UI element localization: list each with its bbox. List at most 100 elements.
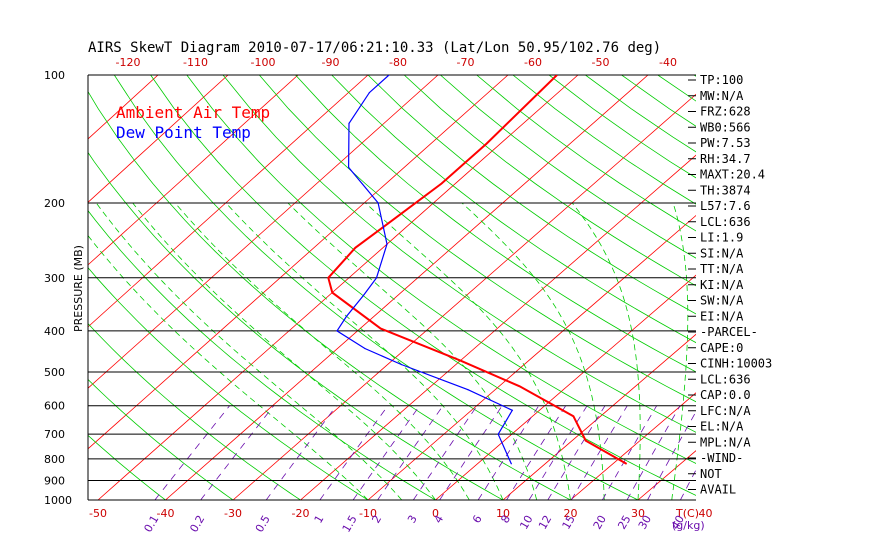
stat-label: SI:N/A xyxy=(700,246,744,260)
dry-adiabat-line xyxy=(803,75,870,500)
mixing-ratio-line xyxy=(647,410,696,500)
top-temp-tick-label: -120 xyxy=(116,56,141,69)
series-point xyxy=(397,215,399,217)
mixing-ratio-line xyxy=(319,405,389,500)
series-point xyxy=(556,75,558,76)
series-point xyxy=(364,347,366,350)
stat-label: CINH:10003 xyxy=(700,357,772,371)
moist-adiabat-line xyxy=(287,202,538,500)
bottom-temp-tick-label: -30 xyxy=(224,507,242,520)
moist-adiabat-line xyxy=(95,202,403,500)
isotherm-line xyxy=(97,75,579,500)
series-layer xyxy=(327,75,628,465)
stat-label: KI:N/A xyxy=(700,278,744,292)
dry-adiabat-line xyxy=(657,75,696,102)
dry-adiabat-line xyxy=(150,75,696,496)
bottom-temp-tick-label: 40 xyxy=(699,507,713,520)
dry-adiabat-line xyxy=(222,75,696,433)
series-point xyxy=(497,433,499,435)
series-point xyxy=(348,122,350,124)
dry-adiabat-line xyxy=(295,75,696,373)
bottom-temp-tick-label: -20 xyxy=(292,507,310,520)
mixing-ratio-tick-label: 1 xyxy=(312,513,327,526)
mixing-ratio-tick-label: 1.5 xyxy=(340,513,360,535)
dry-adiabat-line xyxy=(258,75,696,403)
series-point xyxy=(375,277,378,279)
mixing-ratio-line xyxy=(602,405,658,500)
top-temp-tick-label: -80 xyxy=(389,56,407,69)
mixing-ratio-tick-label: 3 xyxy=(405,513,420,526)
dry-adiabat-line xyxy=(113,75,639,500)
pressure-tick-label: 100 xyxy=(44,69,65,82)
dry-adiabat-line xyxy=(186,75,696,464)
stat-label: CAPE:0 xyxy=(700,341,743,355)
series-point xyxy=(386,243,388,245)
mixing-ratio-line xyxy=(439,405,503,500)
mixing-ratio-line xyxy=(200,405,275,500)
dry-adiabat-line xyxy=(476,75,696,232)
dry-adiabat-line xyxy=(331,75,696,344)
dry-adiabat-line xyxy=(512,75,696,205)
mixing-ratio-tick-label: 6 xyxy=(470,513,485,526)
dry-adiabat-line xyxy=(730,75,870,500)
series-point xyxy=(511,409,513,411)
stat-label: TP:100 xyxy=(700,73,743,87)
series-point xyxy=(388,75,390,76)
isotherm-line xyxy=(773,75,870,500)
dry-adiabat-line xyxy=(88,151,504,500)
stat-label: TH:3874 xyxy=(700,183,751,197)
dry-adiabat-line xyxy=(440,75,696,259)
moist-adiabat-line xyxy=(461,202,605,500)
mixing-ratio-line xyxy=(570,405,628,500)
stat-label: TT:N/A xyxy=(700,262,744,276)
mixing-ratio-tick-label: 15 xyxy=(560,513,578,532)
legend-ambient-air-temp: Ambient Air Temp xyxy=(116,103,270,122)
series-point xyxy=(519,385,521,387)
isotherm-line xyxy=(300,154,696,500)
top-temp-tick-label: -100 xyxy=(251,56,276,69)
pressure-tick-label: 600 xyxy=(44,400,65,413)
bottom-temp-tick-label: -40 xyxy=(157,507,175,520)
top-temp-tick-label: -90 xyxy=(322,56,340,69)
series-point xyxy=(467,389,469,391)
series-point xyxy=(572,415,575,417)
isotherm-line xyxy=(88,75,229,203)
isotherm-line xyxy=(637,450,696,500)
isotherm-line xyxy=(88,75,439,389)
series-point xyxy=(345,315,347,318)
dry-adiabat-line xyxy=(88,266,369,500)
series-point xyxy=(585,440,587,442)
pressure-tick-label: 700 xyxy=(44,428,65,441)
stat-label: MPL:N/A xyxy=(700,435,751,449)
series-point xyxy=(510,463,512,465)
mixing-ratio-tick-label: 0.5 xyxy=(253,513,273,535)
stat-label: MAXT:20.4 xyxy=(700,168,765,182)
y-axis-label: PRESSURE (MB) xyxy=(72,245,85,332)
top-temp-tick-label: -40 xyxy=(659,56,677,69)
dry-adiabat-line xyxy=(88,210,436,500)
series-point xyxy=(348,166,350,168)
bottom-temp-tick-label: 20 xyxy=(564,507,578,520)
mixing-ratio-unit-label: (g/kg) xyxy=(672,519,705,532)
isotherm-line xyxy=(232,93,696,500)
mixing-ratio-tick-label: 40 xyxy=(669,513,687,532)
bottom-temp-tick-label: 0 xyxy=(432,507,439,520)
moist-adiabat-line xyxy=(174,202,470,500)
stat-label: WB0:566 xyxy=(700,120,751,134)
dry-adiabat-line xyxy=(767,75,870,500)
dry-adiabat-line xyxy=(88,323,301,500)
stat-label: LFC:N/A xyxy=(700,404,751,418)
pressure-tick-label: 400 xyxy=(44,325,65,338)
stat-label: -WIND- xyxy=(700,451,743,465)
isotherm-line xyxy=(88,75,299,266)
stat-label: EI:N/A xyxy=(700,309,744,323)
stat-label: LI:1.9 xyxy=(700,231,743,245)
top-temp-tick-label: -70 xyxy=(457,56,475,69)
plot-frame xyxy=(87,74,696,501)
pressure-tick-label: 500 xyxy=(44,366,65,379)
isotherm-line xyxy=(0,75,18,500)
stat-label: -PARCEL- xyxy=(700,325,758,339)
pressure-tick-label: 800 xyxy=(44,453,65,466)
